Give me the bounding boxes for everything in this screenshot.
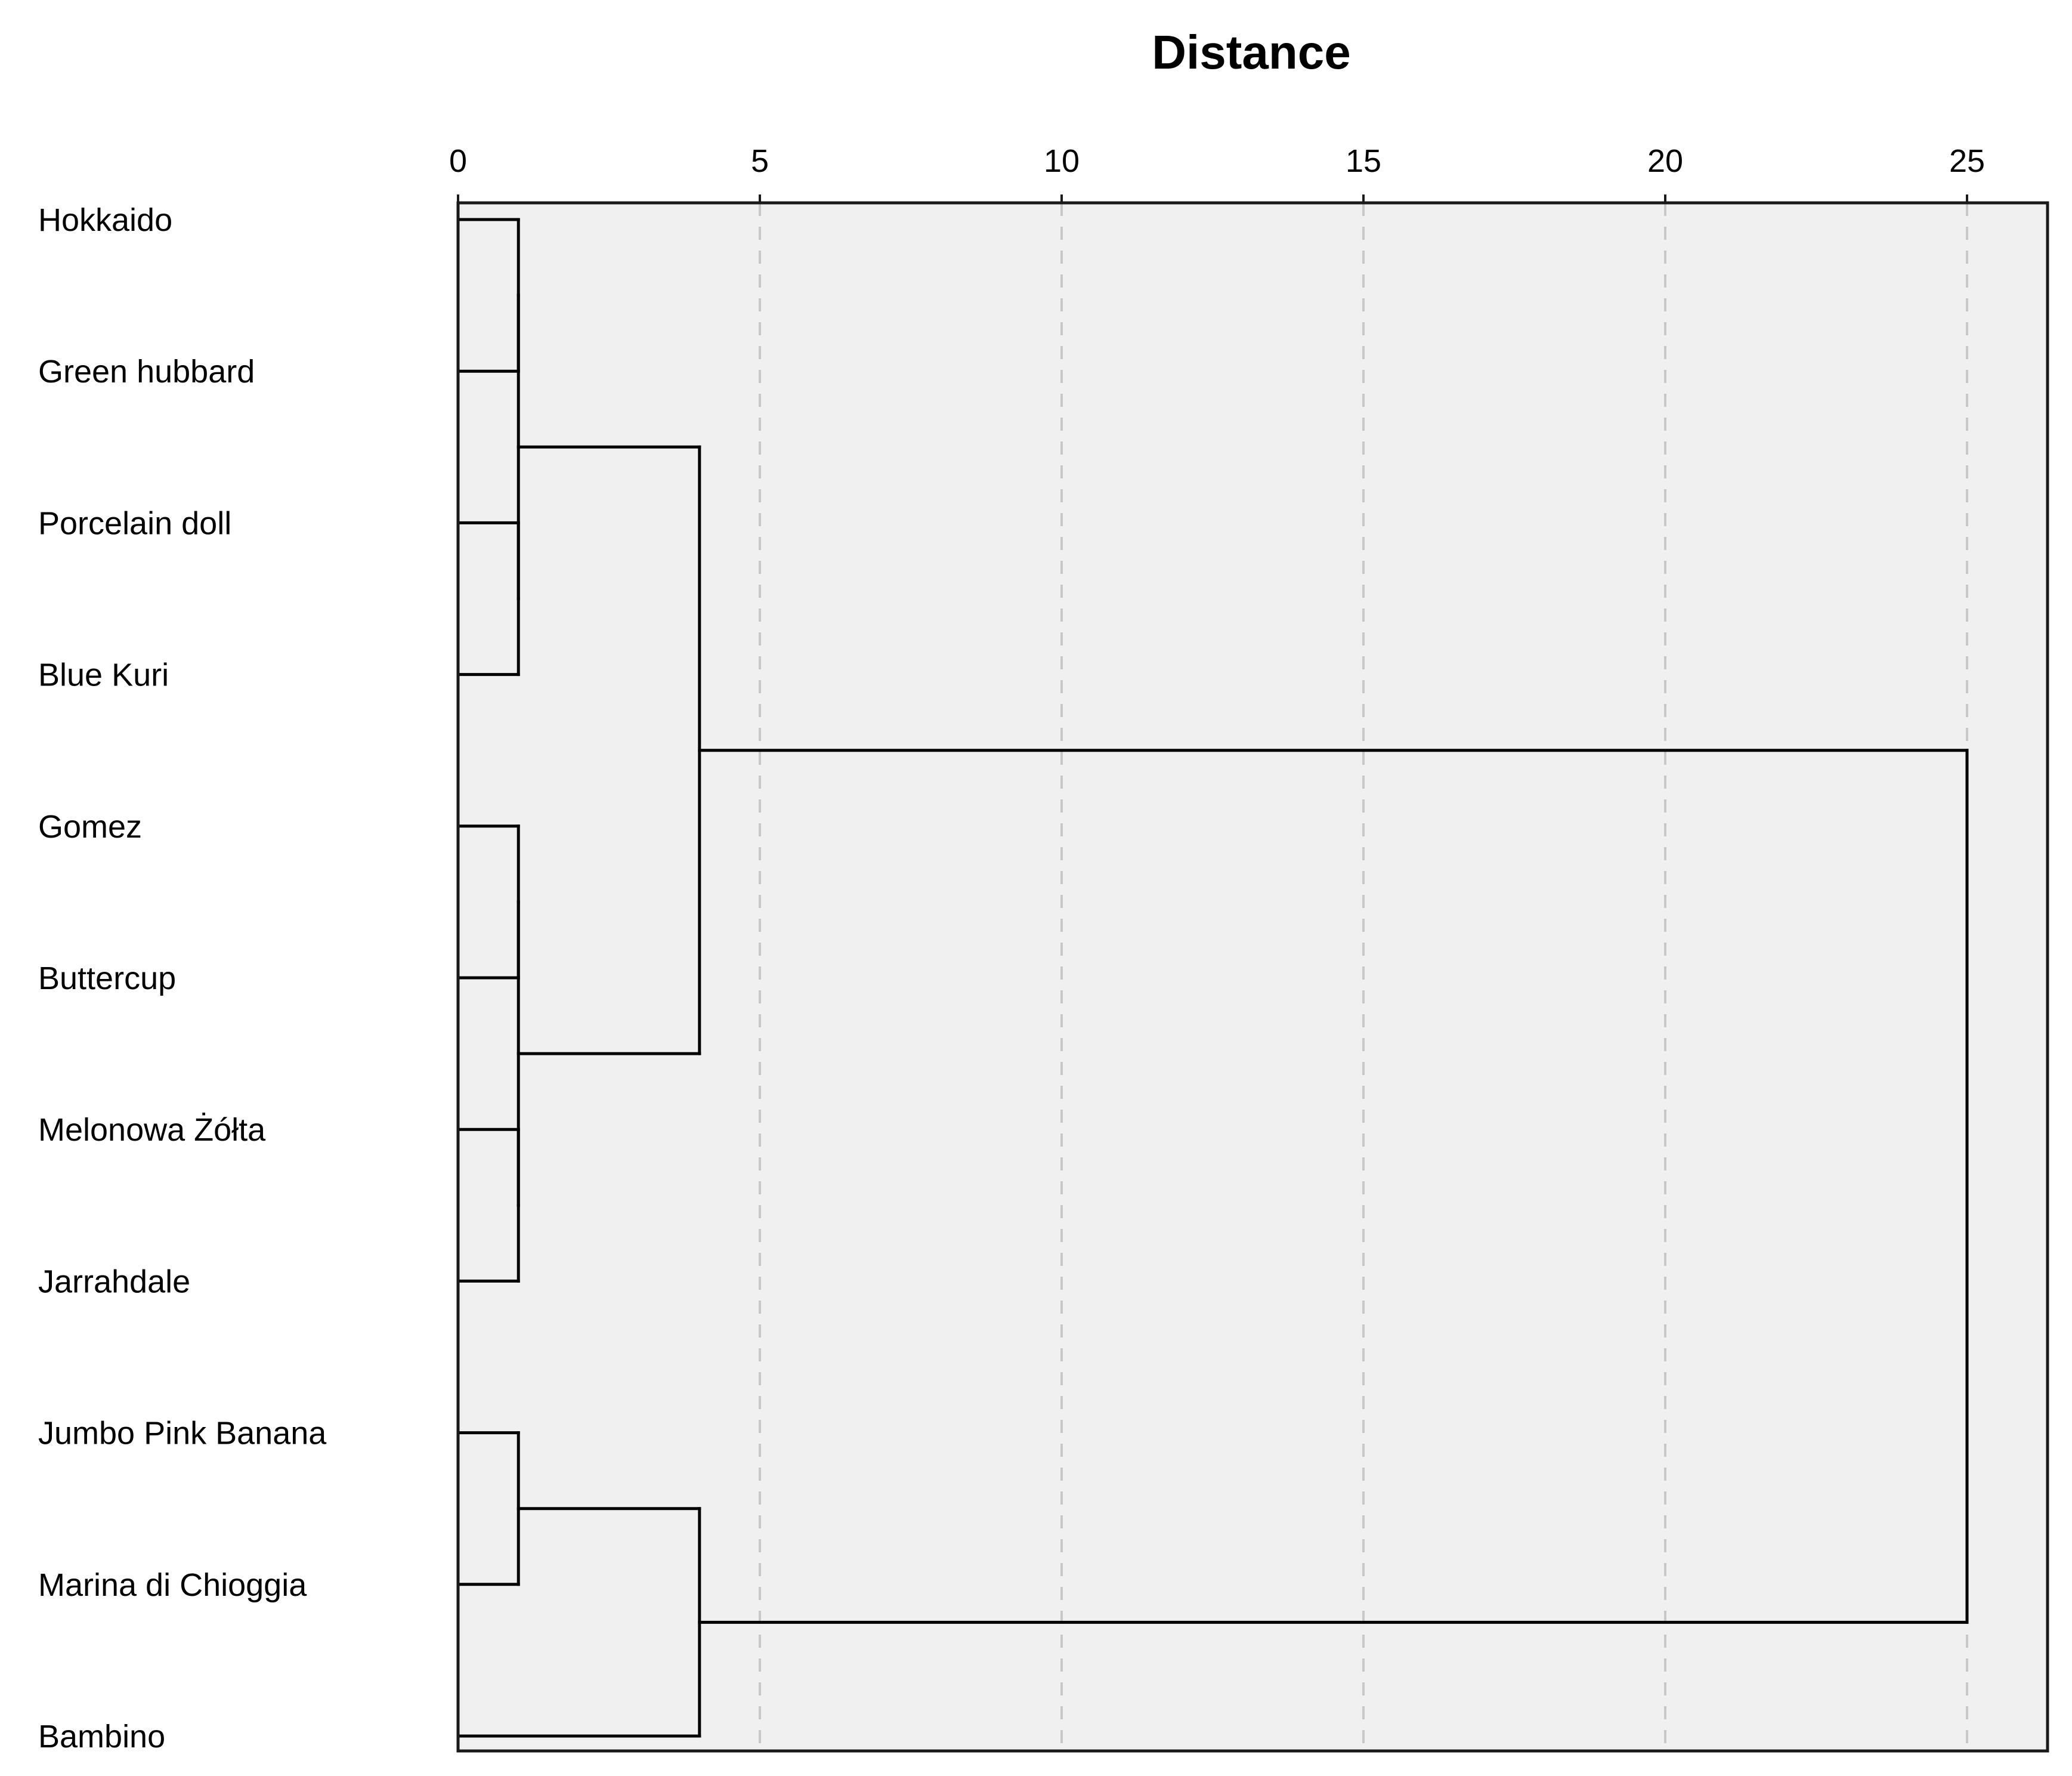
leaf-label: Marina di Chioggia bbox=[38, 1567, 307, 1603]
leaf-label: Jarrahdale bbox=[38, 1264, 190, 1299]
dendrogram-branches bbox=[456, 218, 1969, 1738]
chart-title: Distance bbox=[1152, 26, 1350, 79]
leaf-label: Gomez bbox=[38, 809, 142, 845]
leaf-label: Porcelain doll bbox=[38, 505, 231, 541]
leaf-label: Blue Kuri bbox=[38, 657, 169, 693]
tick-label: 5 bbox=[751, 143, 769, 179]
tick-label: 0 bbox=[449, 143, 467, 179]
leaf-label: Green hubbard bbox=[38, 354, 255, 390]
leaf-label: Hokkaido bbox=[38, 202, 172, 238]
plot-area-frame bbox=[456, 201, 2049, 1753]
leaf-labels: Hokkaido Green hubbard Porcelain doll Blue … bbox=[38, 202, 327, 1755]
tick-label: 20 bbox=[1647, 143, 1683, 179]
axis-ticks: 0 5 10 15 20 25 bbox=[449, 143, 1985, 203]
leaf-label: Jumbo Pink Banana bbox=[38, 1416, 327, 1451]
leaf-label: Buttercup bbox=[38, 960, 176, 996]
tick-label: 25 bbox=[1949, 143, 1985, 179]
plot-area-background bbox=[458, 203, 2048, 1751]
leaf-label: Melonowa Żółta bbox=[38, 1112, 266, 1148]
tick-label: 15 bbox=[1346, 143, 1381, 179]
leaf-label: Bambino bbox=[38, 1719, 165, 1755]
tick-label: 10 bbox=[1044, 143, 1080, 179]
